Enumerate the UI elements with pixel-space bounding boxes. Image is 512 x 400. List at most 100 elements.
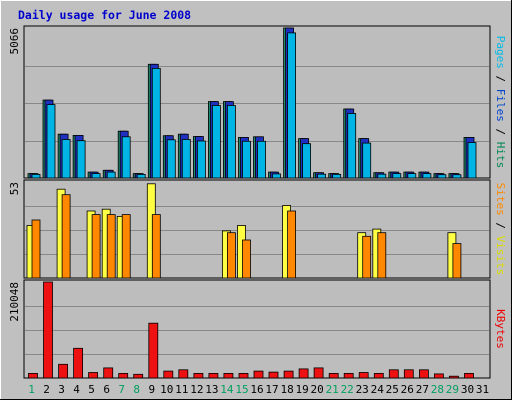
bar-kbytes-kbytes-day-23 — [358, 372, 369, 379]
bar-visits-sites-day-7 — [121, 214, 131, 279]
x-tick-label-day-26: 26 — [401, 383, 414, 396]
bar-visits-sites-day-18 — [287, 210, 297, 279]
bar-kbytes-kbytes-day-8 — [133, 373, 144, 379]
x-tick-label-day-18: 18 — [280, 383, 293, 396]
bar-hits-pages-day-29 — [452, 174, 462, 179]
bar-hits-pages-day-14 — [226, 105, 236, 179]
bar-visits-sites-day-1 — [31, 219, 41, 279]
bar-kbytes-kbytes-day-14 — [223, 372, 234, 379]
bar-kbytes-kbytes-day-6 — [103, 367, 114, 379]
bar-kbytes-kbytes-day-2 — [43, 281, 53, 379]
bar-hits-pages-day-26 — [407, 173, 417, 179]
x-tick-label-day-17: 17 — [265, 383, 278, 396]
bar-kbytes-kbytes-day-25 — [388, 369, 399, 379]
x-tick-label-day-23: 23 — [356, 383, 369, 396]
bar-kbytes-kbytes-day-19 — [298, 368, 309, 379]
panel-kbytes-legend-label: KBytes — [494, 309, 507, 349]
bar-hits-pages-day-10 — [166, 139, 176, 179]
panel-hits-ymax-label: 5066 — [8, 28, 21, 55]
bar-kbytes-kbytes-day-28 — [433, 373, 444, 379]
bar-kbytes-kbytes-day-1 — [28, 372, 38, 379]
bar-hits-pages-day-30 — [467, 142, 477, 179]
bar-visits-sites-day-6 — [106, 214, 116, 279]
bar-hits-pages-day-7 — [121, 136, 131, 179]
bar-hits-pages-day-2 — [46, 104, 56, 179]
x-tick-label-day-4: 4 — [73, 383, 80, 396]
x-tick-label-day-7: 7 — [118, 383, 125, 396]
x-tick-label-day-31: 31 — [476, 383, 489, 396]
bar-hits-pages-day-1 — [31, 173, 41, 179]
legend-part: Files — [494, 89, 507, 122]
bar-kbytes-kbytes-day-11 — [178, 369, 189, 379]
bar-kbytes-kbytes-day-18 — [283, 370, 294, 379]
bar-kbytes-kbytes-day-9 — [148, 322, 159, 379]
x-tick-label-day-25: 25 — [386, 383, 399, 396]
bar-hits-pages-day-8 — [136, 173, 146, 179]
legend-part: / — [494, 122, 507, 142]
bar-kbytes-kbytes-day-27 — [418, 369, 429, 379]
bar-hits-pages-day-23 — [362, 142, 372, 179]
panel-kbytes-ymax-label: 210048 — [8, 282, 21, 322]
legend-part: Visits — [494, 236, 507, 276]
x-tick-label-day-22: 22 — [341, 383, 354, 396]
bar-kbytes-kbytes-day-15 — [238, 372, 249, 379]
bar-hits-pages-day-27 — [422, 173, 432, 179]
x-tick-label-day-13: 13 — [205, 383, 218, 396]
bar-kbytes-kbytes-day-24 — [373, 372, 384, 379]
bar-hits-pages-day-18 — [287, 32, 297, 179]
legend-part: KBytes — [494, 309, 507, 349]
panel-visits-legend-label: Sites / Visits — [494, 183, 507, 276]
panel-kbytes-background — [23, 279, 491, 379]
bar-kbytes-kbytes-day-13 — [208, 372, 219, 379]
x-tick-label-day-5: 5 — [88, 383, 95, 396]
panel-visits-background — [23, 179, 491, 279]
legend-part: Sites — [494, 183, 507, 216]
panel-visits: 53 Sites / Visits — [8, 179, 507, 279]
chart-panels: 5066 Pages / Files / Hits 53 Sites / Visits… — [8, 25, 507, 379]
bar-hits-pages-day-13 — [211, 105, 221, 179]
bar-kbytes-kbytes-day-26 — [403, 369, 414, 379]
bar-hits-pages-day-15 — [242, 140, 251, 179]
bar-hits-pages-day-19 — [302, 143, 312, 179]
x-tick-label-day-8: 8 — [133, 383, 140, 396]
bar-kbytes-kbytes-day-7 — [118, 372, 129, 379]
bar-hits-pages-day-21 — [332, 173, 342, 179]
bar-kbytes-kbytes-day-4 — [73, 347, 83, 379]
bar-visits-sites-day-29 — [452, 243, 462, 279]
bar-visits-sites-day-14 — [226, 232, 236, 279]
panel-hits-legend-label: Pages / Files / Hits — [494, 36, 507, 169]
x-tick-label-day-29: 29 — [446, 383, 459, 396]
bar-kbytes-kbytes-day-16 — [253, 370, 264, 379]
bar-kbytes-kbytes-day-10 — [163, 370, 174, 379]
panel-kbytes: 210048 KBytes — [8, 279, 507, 379]
bar-visits-sites-day-5 — [91, 214, 101, 279]
bar-hits-pages-day-6 — [106, 171, 116, 179]
x-tick-label-day-11: 11 — [175, 383, 188, 396]
bar-visits-sites-day-9 — [151, 214, 161, 279]
legend-part: / — [494, 69, 507, 89]
x-tick-label-day-12: 12 — [190, 383, 203, 396]
bar-hits-pages-day-28 — [437, 174, 447, 179]
x-tick-label-day-3: 3 — [58, 383, 65, 396]
bar-hits-pages-day-5 — [91, 173, 101, 179]
bar-kbytes-kbytes-day-17 — [268, 371, 279, 379]
legend-part: Pages — [494, 36, 507, 69]
bar-kbytes-kbytes-day-30 — [464, 372, 474, 379]
x-axis-day-labels: 1 2 3 4 5 6 7 8 9 10 11 12 13 14 15 16 17 18 19 20 21 22 23 24 2… — [28, 383, 489, 396]
bar-kbytes-kbytes-day-29 — [448, 375, 459, 379]
x-tick-label-day-1: 1 — [28, 383, 35, 396]
bar-hits-pages-day-16 — [257, 140, 266, 179]
bar-kbytes-kbytes-day-20 — [313, 367, 324, 379]
x-tick-label-day-15: 15 — [235, 383, 248, 396]
x-tick-label-day-2: 2 — [43, 383, 50, 396]
x-tick-label-day-16: 16 — [250, 383, 263, 396]
x-tick-label-day-19: 19 — [295, 383, 308, 396]
bar-hits-pages-day-20 — [317, 173, 327, 179]
bar-kbytes-kbytes-day-22 — [343, 372, 354, 379]
bar-hits-pages-day-9 — [151, 68, 161, 179]
bar-hits-pages-day-22 — [347, 113, 357, 179]
bar-visits-sites-day-24 — [377, 232, 387, 279]
bar-kbytes-kbytes-day-21 — [328, 372, 339, 379]
bar-hits-pages-day-17 — [272, 173, 281, 179]
